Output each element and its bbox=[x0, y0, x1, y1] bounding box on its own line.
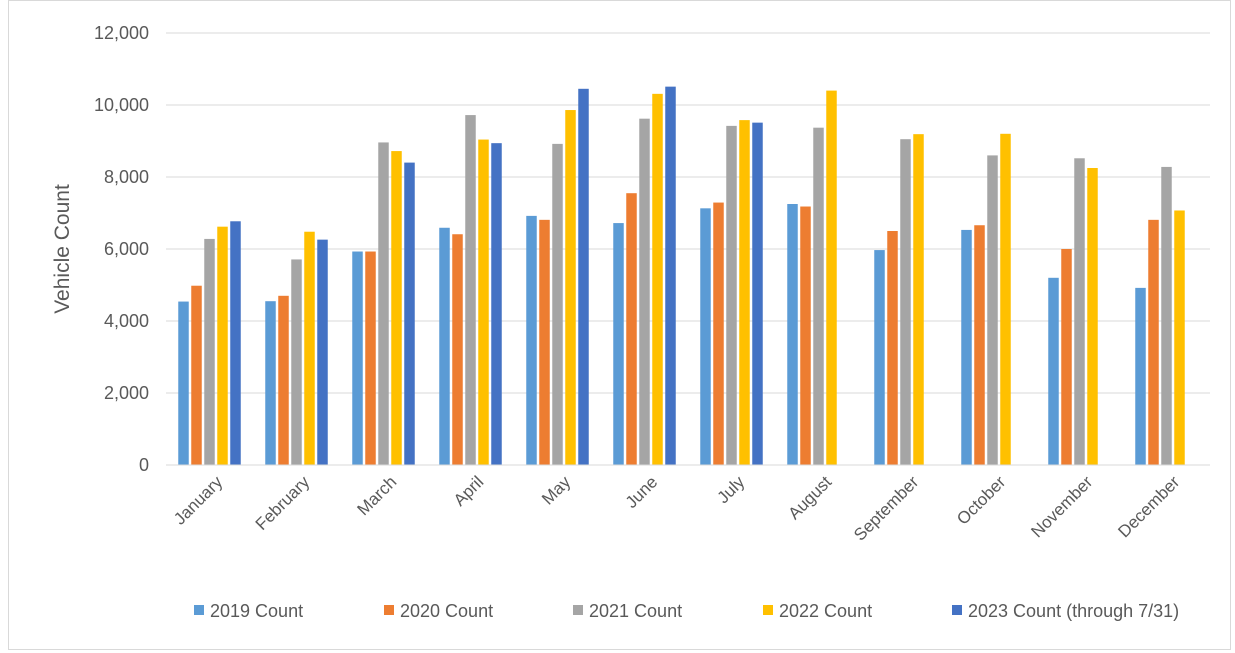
y-tick-label: 12,000 bbox=[94, 23, 149, 43]
bar bbox=[900, 139, 911, 465]
legend-swatch bbox=[763, 605, 773, 615]
bar bbox=[526, 216, 537, 465]
x-tick-label: March bbox=[353, 472, 400, 519]
legend-swatch bbox=[194, 605, 204, 615]
x-tick-label: February bbox=[252, 472, 314, 534]
bar bbox=[613, 223, 624, 465]
bar bbox=[278, 296, 289, 465]
bar bbox=[191, 286, 202, 465]
bar bbox=[1135, 288, 1146, 465]
x-tick-label: December bbox=[1114, 472, 1183, 541]
bar bbox=[887, 231, 898, 465]
bar bbox=[465, 115, 476, 465]
bar bbox=[726, 126, 737, 465]
bar bbox=[178, 302, 189, 465]
bar bbox=[304, 232, 315, 465]
bar bbox=[365, 252, 376, 465]
bar bbox=[230, 221, 241, 465]
x-tick-label: September bbox=[850, 472, 922, 544]
bar bbox=[700, 208, 711, 465]
bar bbox=[913, 134, 924, 465]
bar bbox=[1148, 220, 1159, 465]
bar bbox=[1174, 210, 1185, 465]
x-tick-label: August bbox=[784, 472, 835, 523]
x-tick-label: May bbox=[538, 472, 574, 508]
bar bbox=[378, 142, 389, 465]
legend-label: 2020 Count bbox=[400, 601, 493, 621]
bar bbox=[826, 91, 837, 465]
bar bbox=[874, 250, 885, 465]
bar bbox=[439, 228, 450, 465]
bar bbox=[204, 239, 215, 465]
bar bbox=[1074, 158, 1085, 465]
y-tick-label: 10,000 bbox=[94, 95, 149, 115]
bar bbox=[713, 203, 724, 465]
bar bbox=[800, 207, 811, 465]
bar bbox=[391, 151, 402, 465]
bar bbox=[1161, 167, 1172, 465]
bar bbox=[987, 155, 998, 465]
legend-swatch bbox=[952, 605, 962, 615]
x-tick-label: April bbox=[450, 472, 487, 509]
bar bbox=[1061, 249, 1072, 465]
y-tick-label: 4,000 bbox=[104, 311, 149, 331]
bar bbox=[665, 87, 676, 465]
x-tick-label: October bbox=[953, 472, 1009, 528]
bar bbox=[317, 240, 328, 465]
y-axis-title: Vehicle Count bbox=[51, 184, 74, 314]
bar bbox=[639, 119, 650, 465]
bar bbox=[491, 143, 502, 465]
bar bbox=[552, 144, 563, 465]
bar bbox=[1048, 278, 1059, 465]
x-tick-label: November bbox=[1027, 472, 1096, 541]
bar bbox=[539, 220, 550, 465]
bar bbox=[626, 193, 637, 465]
x-tick-label: July bbox=[714, 472, 749, 507]
bar bbox=[452, 234, 463, 465]
legend-label: 2021 Count bbox=[589, 601, 682, 621]
y-tick-label: 2,000 bbox=[104, 383, 149, 403]
x-tick-label: January bbox=[170, 472, 227, 529]
y-tick-label: 0 bbox=[139, 455, 149, 475]
bar bbox=[565, 110, 576, 465]
bar bbox=[787, 204, 798, 465]
bar bbox=[478, 140, 489, 465]
y-tick-label: 6,000 bbox=[104, 239, 149, 259]
legend-label: 2022 Count bbox=[779, 601, 872, 621]
bar bbox=[578, 89, 589, 465]
bar bbox=[961, 230, 972, 465]
bar bbox=[652, 94, 663, 465]
bar bbox=[974, 225, 985, 465]
bar bbox=[352, 252, 363, 465]
bar bbox=[1087, 168, 1098, 465]
x-tick-label: June bbox=[622, 472, 662, 512]
bar bbox=[813, 128, 824, 465]
legend-label: 2019 Count bbox=[210, 601, 303, 621]
bar bbox=[291, 259, 302, 465]
bar bbox=[404, 163, 415, 465]
bar bbox=[217, 227, 228, 465]
bar bbox=[739, 120, 750, 465]
bar bbox=[1000, 134, 1011, 465]
legend-swatch bbox=[573, 605, 583, 615]
legend-label: 2023 Count (through 7/31) bbox=[968, 601, 1179, 621]
y-tick-label: 8,000 bbox=[104, 167, 149, 187]
bar bbox=[752, 123, 763, 465]
legend-swatch bbox=[384, 605, 394, 615]
bar bbox=[265, 301, 276, 465]
